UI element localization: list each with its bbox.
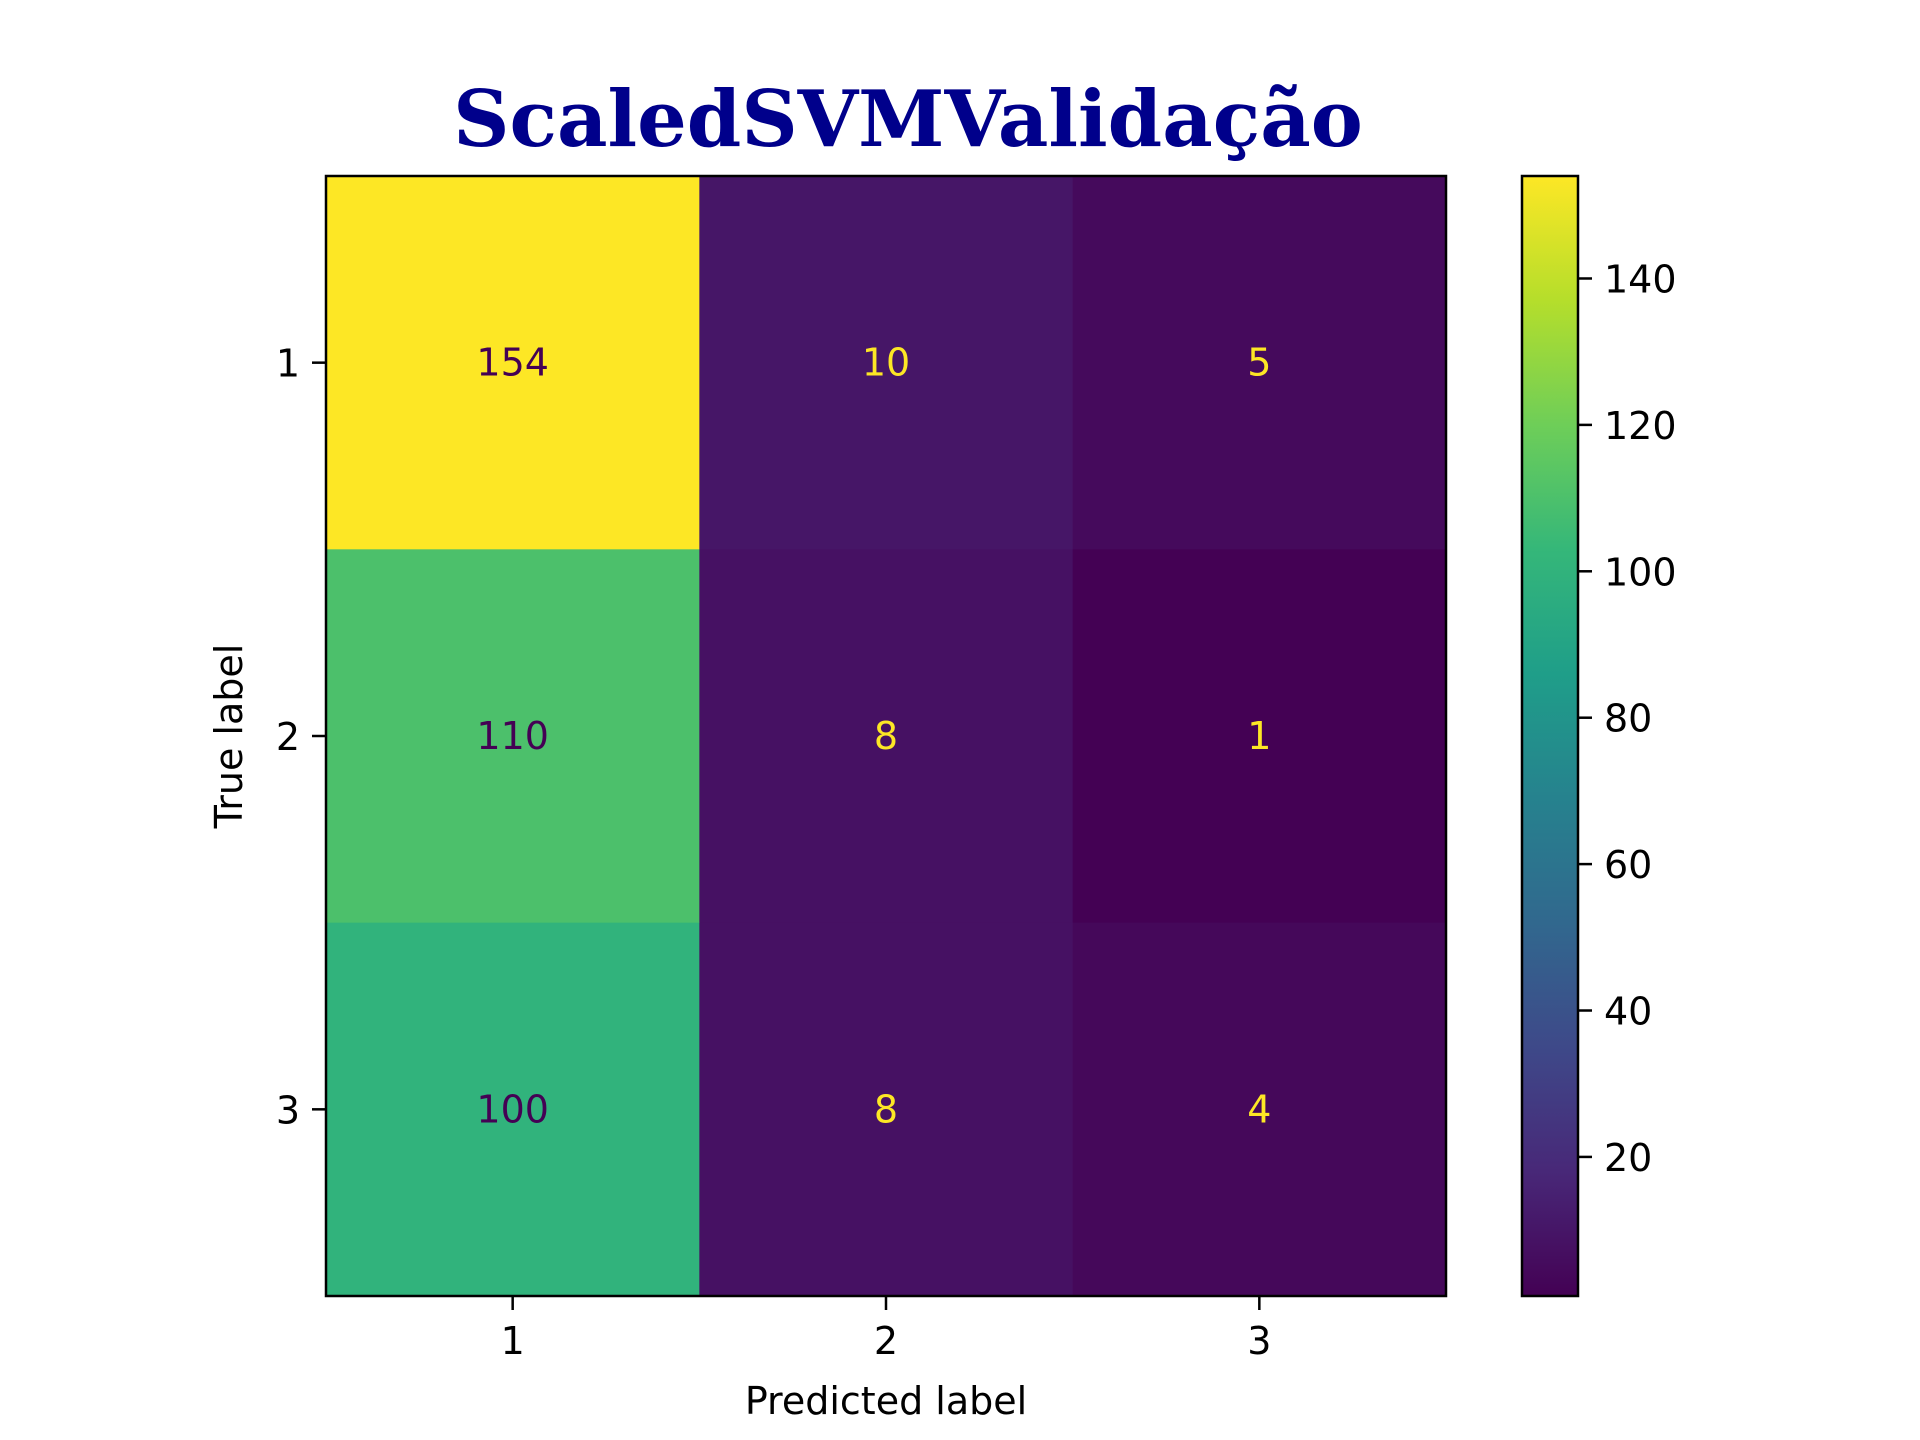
colorbar-tick-label: 20 — [1604, 1136, 1652, 1180]
heatmap-cells: 154 10 5 110 8 1 100 8 4 — [326, 176, 1447, 1297]
colorbar-tick-label: 100 — [1604, 550, 1677, 594]
cell-value-label: 8 — [874, 714, 898, 758]
heatmap-cell — [699, 922, 1074, 1297]
colorbar-tick-label: 80 — [1604, 697, 1652, 741]
heatmap-cell — [699, 176, 1074, 550]
x-tick-label: 1 — [501, 1319, 525, 1363]
cell-value-label: 4 — [1247, 1087, 1271, 1131]
colorbar — [1520, 174, 1580, 1298]
x-tick-label: 3 — [1247, 1319, 1271, 1363]
colorbar-tick-label: 60 — [1604, 843, 1652, 887]
cell-value-label: 10 — [862, 341, 910, 385]
x-tick-label: 2 — [874, 1319, 898, 1363]
y-tick-label: 3 — [276, 1088, 300, 1132]
x-axis-label: Predicted label — [745, 1379, 1027, 1423]
colorbar-ticks: 20 40 60 80 100 120 140 — [1578, 257, 1677, 1180]
y-axis-ticks: 1 2 3 — [276, 342, 326, 1132]
y-axis-label: True label — [207, 644, 251, 830]
y-tick-label: 2 — [276, 715, 300, 759]
heatmap-cell — [1072, 922, 1447, 1297]
x-axis-ticks: 1 2 3 — [501, 1296, 1271, 1363]
heatmap-cell — [326, 549, 700, 924]
heatmap-cell — [326, 176, 700, 550]
heatmap-cell — [1072, 549, 1447, 924]
cell-value-label: 110 — [476, 714, 549, 758]
y-tick-label: 1 — [276, 342, 300, 386]
heatmap-cell — [1072, 176, 1447, 550]
heatmap-cell — [326, 922, 700, 1297]
colorbar-tick-label: 120 — [1604, 404, 1677, 448]
colorbar-tick-label: 140 — [1604, 257, 1677, 301]
chart-title: ScaledSVMValidação — [453, 74, 1363, 165]
heatmap-cell — [699, 549, 1074, 924]
cell-value-label: 1 — [1247, 714, 1271, 758]
cell-value-label: 100 — [476, 1087, 549, 1131]
cell-value-label: 8 — [874, 1087, 898, 1131]
cell-value-label: 154 — [476, 341, 549, 385]
colorbar-tick-label: 40 — [1604, 990, 1652, 1034]
cell-value-label: 5 — [1247, 341, 1271, 385]
